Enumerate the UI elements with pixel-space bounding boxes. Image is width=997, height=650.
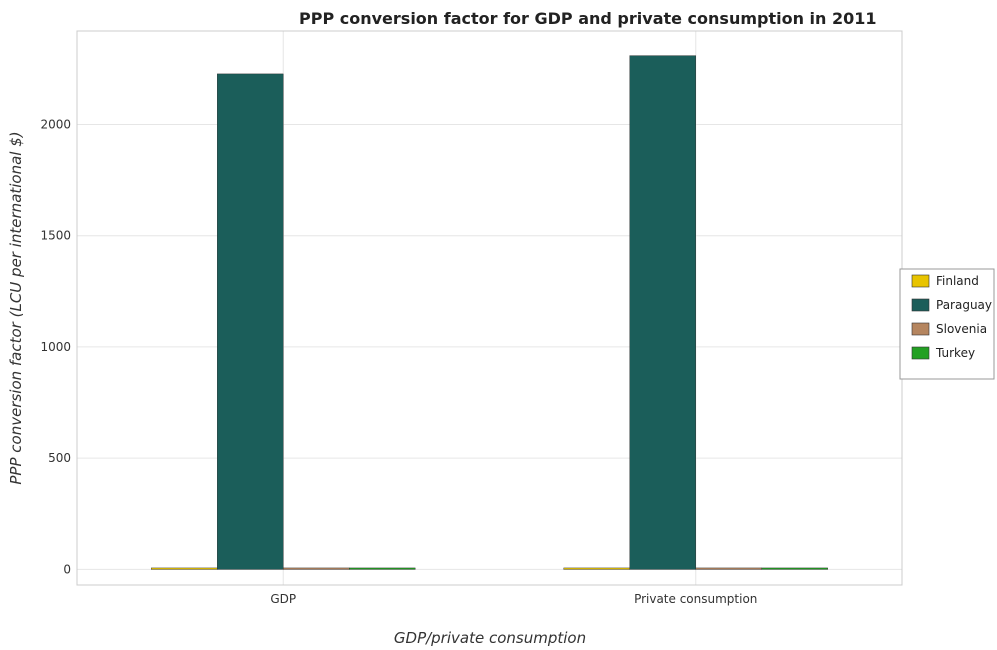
bar-finland-1 bbox=[563, 567, 630, 570]
bar-paraguay-0 bbox=[217, 73, 284, 570]
x-ticks: GDP Private consumption bbox=[270, 592, 757, 606]
y-ticks: 0 500 1000 1500 2000 bbox=[40, 117, 71, 576]
y-tick-label-3: 1500 bbox=[40, 229, 71, 243]
bar-turkey-1 bbox=[761, 567, 828, 570]
y-axis-label: PPP conversion factor (LCU per internati… bbox=[7, 131, 25, 484]
x-axis-label: GDP/private consumption bbox=[394, 629, 586, 647]
grid bbox=[77, 31, 902, 585]
legend-swatch-finland bbox=[911, 274, 930, 288]
y-tick-label-1: 500 bbox=[48, 451, 71, 465]
bar-turkey-0 bbox=[349, 567, 416, 570]
chart-title: PPP conversion factor for GDP and privat… bbox=[299, 9, 877, 28]
legend-swatch-slovenia bbox=[911, 322, 930, 336]
bar-slovenia-1 bbox=[695, 567, 762, 570]
y-tick-label-4: 2000 bbox=[40, 117, 71, 131]
bar-slovenia-0 bbox=[283, 567, 350, 570]
bars bbox=[151, 55, 828, 570]
legend: Finland Paraguay Slovenia Turkey bbox=[899, 268, 995, 380]
legend-swatch-paraguay bbox=[911, 298, 930, 312]
plot-frame bbox=[76, 30, 903, 586]
legend-label-turkey: Turkey bbox=[935, 346, 975, 360]
x-tick-label-0: GDP bbox=[270, 592, 296, 606]
legend-box bbox=[899, 268, 995, 380]
bar-paraguay-1 bbox=[629, 55, 696, 570]
x-tick-label-1: Private consumption bbox=[634, 592, 757, 606]
legend-label-slovenia: Slovenia bbox=[936, 322, 987, 336]
bar-finland-0 bbox=[151, 567, 218, 570]
legend-swatch-turkey bbox=[911, 346, 930, 360]
legend-label-finland: Finland bbox=[936, 274, 979, 288]
y-tick-label-2: 1000 bbox=[40, 340, 71, 354]
legend-label-paraguay: Paraguay bbox=[936, 298, 992, 312]
y-tick-label-0: 0 bbox=[63, 562, 71, 576]
